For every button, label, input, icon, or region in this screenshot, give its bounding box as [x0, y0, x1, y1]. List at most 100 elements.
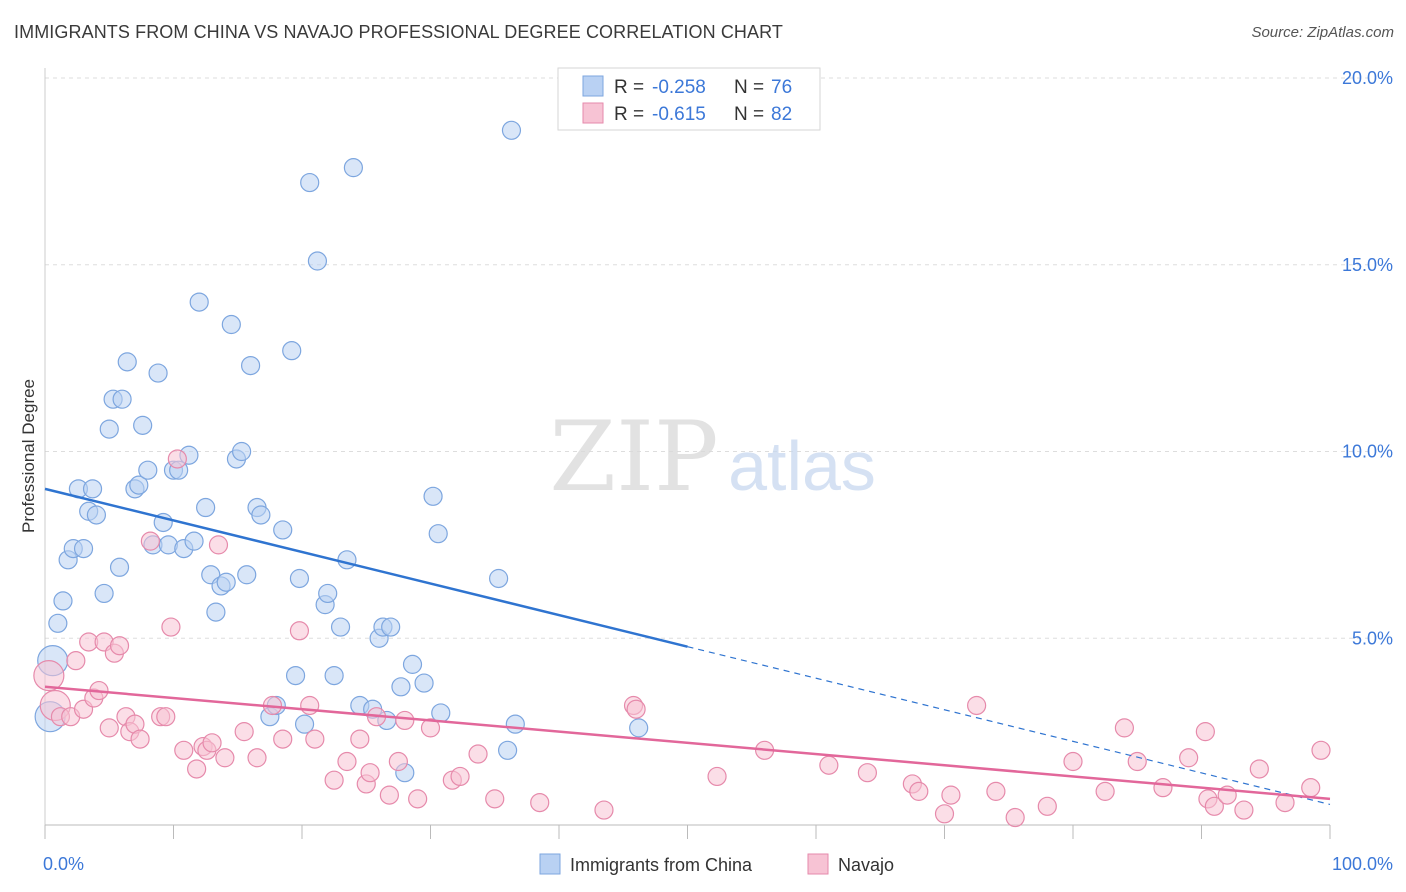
navajo-point-57 [819, 755, 839, 775]
china-point-3 [53, 591, 73, 611]
china-point-39 [237, 565, 257, 585]
watermark-atlas: atlas [728, 427, 876, 505]
legend-swatch-china [582, 75, 604, 97]
navajo-point-40 [360, 763, 380, 783]
navajo-point-78 [1249, 759, 1269, 779]
navajo-point-65 [1005, 807, 1025, 828]
navajo-point-37 [337, 751, 357, 772]
china-point-7 [73, 539, 94, 559]
trend-line-china [44, 487, 688, 648]
china-point-31 [196, 497, 216, 518]
china-point-49 [294, 714, 315, 734]
navajo-point-22 [174, 740, 194, 760]
navajo-point-32 [273, 729, 293, 749]
navajo-point-26 [202, 733, 222, 753]
stats-legend: R = -0.258 N = 76 R = -0.615 N = 82 [557, 67, 821, 131]
china-point-67 [414, 673, 434, 693]
legend-swatch-navajo [582, 102, 604, 124]
china-point-33 [206, 602, 226, 622]
navajo-point-61 [934, 804, 955, 824]
china-point-36 [221, 314, 241, 335]
navajo-point-42 [379, 785, 399, 805]
china-point-40 [241, 355, 261, 376]
china-point-35 [216, 572, 236, 592]
china-point-66 [402, 654, 423, 674]
y-tick-label-1: 10.0% [1342, 442, 1393, 462]
navajo-point-77 [1234, 800, 1254, 820]
china-point-57 [343, 158, 363, 178]
navajo-point-35 [305, 729, 325, 749]
navajo-point-79 [1275, 792, 1295, 813]
navajo-point-21 [167, 449, 187, 469]
chart-title: IMMIGRANTS FROM CHINA VS NAVAJO PROFESSI… [14, 22, 783, 42]
navajo-point-70 [1127, 751, 1147, 772]
china-point-29 [184, 531, 204, 551]
china-point-10 [86, 505, 107, 525]
zipatlas-watermark: ZIP atlas [549, 401, 876, 513]
china-point-9 [82, 479, 103, 499]
trend-line-china-extension [687, 646, 1331, 806]
china-point-64 [391, 677, 411, 697]
navajo-point-58 [857, 763, 878, 783]
china-point-18 [129, 475, 149, 495]
navajo-point-55 [707, 766, 727, 787]
navajo-point-23 [187, 759, 207, 779]
navajo-point-38 [350, 729, 370, 749]
china-point-12 [99, 419, 119, 439]
series-legend-label-navajo: Navajo [838, 855, 894, 875]
navajo-point-72 [1179, 748, 1199, 768]
china-point-46 [282, 341, 302, 361]
series-navajo-points [33, 449, 1331, 828]
china-point-68 [423, 486, 443, 506]
navajo-point-60 [909, 781, 929, 801]
series-legend-label-china: Immigrants from China [570, 855, 753, 875]
grid-lines [45, 77, 1370, 639]
trend-line-navajo [44, 685, 1331, 801]
navajo-point-51 [530, 792, 550, 813]
y-axis-label: Professional Degree [19, 379, 38, 533]
legend-r-label-china: R = [614, 77, 644, 98]
navajo-point-33 [289, 621, 310, 641]
navajo-point-73 [1195, 722, 1215, 742]
china-point-50 [300, 172, 320, 193]
china-point-22 [148, 363, 168, 383]
navajo-point-29 [234, 722, 254, 742]
china-point-15 [112, 389, 132, 409]
navajo-point-12 [109, 636, 130, 656]
navajo-point-69 [1114, 718, 1135, 738]
china-point-30 [189, 292, 209, 312]
legend-r-value-navajo: -0.615 [652, 104, 706, 125]
navajo-point-44 [395, 710, 415, 731]
legend-r-value-china: -0.258 [652, 77, 706, 98]
x-tick-label-max: 100.0% [1332, 854, 1393, 874]
legend-n-label-navajo: N = [734, 104, 764, 125]
navajo-point-54 [626, 699, 646, 719]
navajo-point-67 [1063, 751, 1083, 772]
navajo-point-19 [156, 707, 176, 727]
navajo-point-68 [1095, 781, 1115, 801]
series-legend: Immigrants from China Navajo [539, 853, 894, 875]
china-point-45 [273, 520, 293, 540]
navajo-point-36 [324, 770, 344, 790]
china-point-14 [109, 557, 130, 577]
navajo-point-4 [66, 651, 86, 671]
china-point-42 [251, 505, 271, 525]
navajo-point-52 [594, 800, 614, 820]
china-point-56 [337, 550, 357, 570]
navajo-point-45 [408, 789, 428, 809]
china-point-63 [381, 617, 401, 637]
navajo-point-50 [485, 789, 505, 809]
china-point-53 [318, 583, 338, 604]
y-tick-label-3: 20.0% [1342, 68, 1393, 88]
china-point-20 [138, 460, 158, 480]
navajo-point-66 [1037, 796, 1057, 816]
navajo-point-48 [450, 766, 470, 787]
navajo-point-28 [215, 748, 235, 768]
navajo-point-17 [140, 531, 160, 551]
china-point-47 [285, 665, 306, 686]
china-point-11 [94, 583, 114, 604]
navajo-point-16 [130, 729, 150, 749]
china-point-54 [324, 665, 344, 686]
navajo-point-71 [1153, 778, 1173, 798]
navajo-point-49 [468, 744, 488, 764]
